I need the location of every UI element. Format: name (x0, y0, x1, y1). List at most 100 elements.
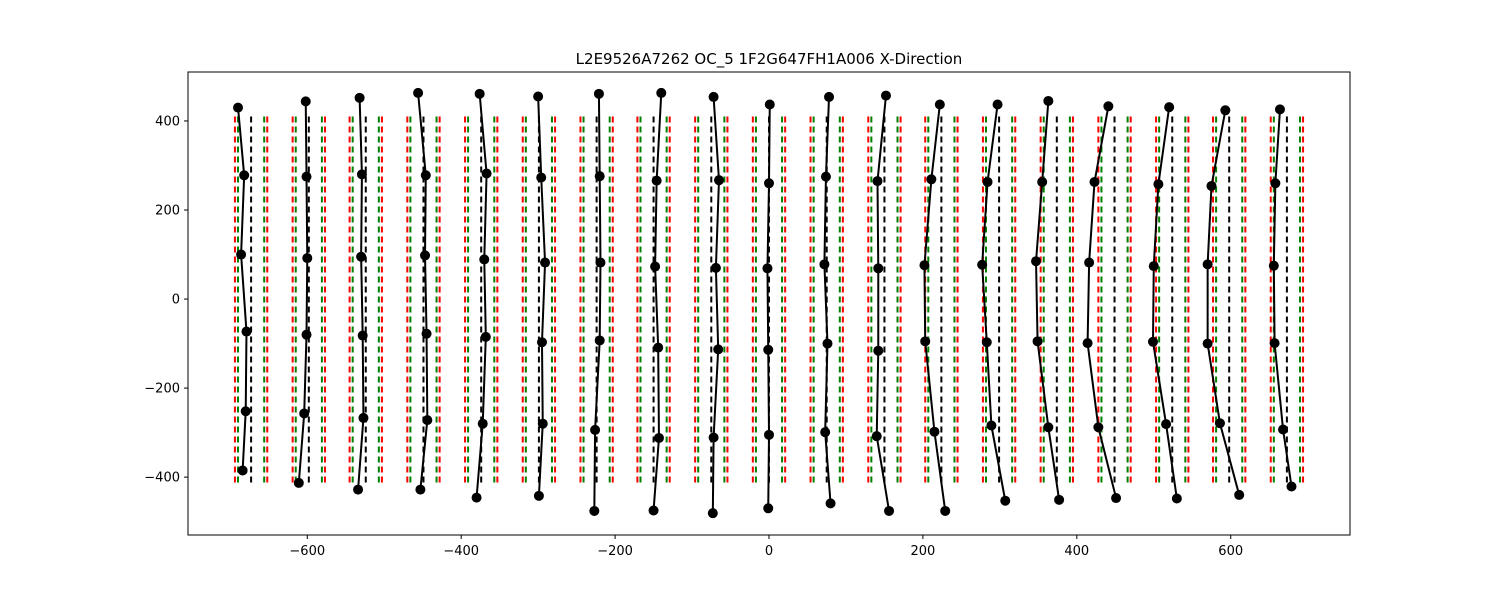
data-point (356, 169, 367, 180)
data-point (707, 508, 718, 519)
data-point (1202, 338, 1213, 349)
data-point (540, 257, 551, 268)
data-point (536, 337, 547, 348)
axes: −600 −400 −200 0 200 400 600 −400 −200 0 200 400 (144, 114, 1243, 559)
data-point (1278, 424, 1289, 435)
data-point (236, 249, 247, 260)
data-point (240, 406, 251, 417)
data-point (589, 505, 600, 516)
data-point (420, 170, 431, 181)
series-line (711, 96, 720, 514)
data-point (825, 498, 836, 509)
data-point (300, 96, 311, 107)
data-point (656, 87, 667, 98)
data-point (1082, 338, 1093, 349)
data-point (474, 88, 485, 99)
data-point (1043, 95, 1054, 106)
data-point (982, 176, 993, 187)
data-point (1093, 422, 1104, 433)
data-point (648, 505, 659, 516)
data-point (926, 174, 937, 185)
data-point (819, 259, 830, 270)
data-point (1171, 493, 1182, 504)
data-point (422, 415, 433, 426)
data-point (1153, 179, 1164, 190)
data-point (873, 345, 884, 356)
series-line (593, 93, 602, 511)
data-point (1270, 178, 1281, 189)
plot-frame (187, 71, 1351, 536)
data-point (1032, 336, 1043, 347)
data-point (764, 178, 774, 189)
data-point (590, 424, 601, 435)
data-point (1214, 418, 1225, 429)
data-point (820, 171, 831, 182)
data-point (1103, 101, 1114, 112)
series-line (537, 96, 547, 496)
x-tick-label: 200 (910, 544, 935, 559)
data-point (713, 175, 724, 186)
series-line (981, 104, 1007, 501)
series-line (1086, 106, 1118, 499)
data-point (880, 90, 891, 101)
data-point (822, 338, 833, 349)
x-tick-label: −200 (597, 544, 633, 559)
data-point (479, 254, 490, 265)
data-point (1111, 493, 1122, 504)
data-point (1084, 257, 1095, 268)
data-point (594, 335, 605, 346)
y-tick-label: −400 (144, 471, 180, 486)
data-point (820, 427, 831, 438)
data-point (977, 259, 988, 270)
data-point (763, 503, 774, 514)
data-point (710, 262, 721, 273)
data-point (1202, 259, 1213, 270)
data-point (764, 99, 775, 110)
data-point (981, 337, 992, 348)
series-line (475, 93, 488, 498)
series-line (297, 101, 309, 483)
data-point (233, 102, 244, 113)
data-point (536, 172, 547, 183)
series-group (233, 87, 1297, 519)
x-tick-label: 400 (1064, 544, 1089, 559)
data-point (356, 251, 367, 262)
x-tick-label: 0 (765, 544, 773, 559)
data-point (1089, 176, 1100, 187)
series-line (1206, 110, 1241, 496)
data-point (1274, 104, 1285, 115)
data-point (1268, 260, 1279, 271)
data-point (481, 168, 492, 179)
data-point (1031, 256, 1042, 267)
data-point (1164, 102, 1175, 113)
data-point (653, 342, 664, 353)
data-point (1148, 261, 1159, 272)
data-point (413, 87, 424, 98)
data-point (824, 91, 835, 102)
data-point (593, 88, 604, 99)
data-point (653, 432, 664, 443)
data-point (708, 432, 719, 443)
data-point (884, 505, 895, 516)
data-point (302, 253, 313, 264)
data-point (762, 263, 773, 274)
data-point (650, 261, 661, 272)
data-point (533, 490, 544, 501)
y-tick-label: 0 (172, 293, 180, 308)
data-point (594, 171, 605, 182)
data-point (239, 170, 250, 181)
data-point (358, 412, 369, 423)
data-point (1286, 481, 1297, 492)
series-line (823, 96, 832, 504)
data-point (986, 420, 997, 431)
data-point (299, 408, 310, 419)
series-line (1151, 107, 1178, 499)
data-point (1220, 105, 1231, 116)
data-point (533, 91, 544, 102)
data-point (237, 465, 248, 476)
data-point (1234, 489, 1245, 500)
x-tick-label: −600 (289, 544, 325, 559)
series-line (1272, 109, 1293, 487)
data-point (992, 99, 1003, 110)
